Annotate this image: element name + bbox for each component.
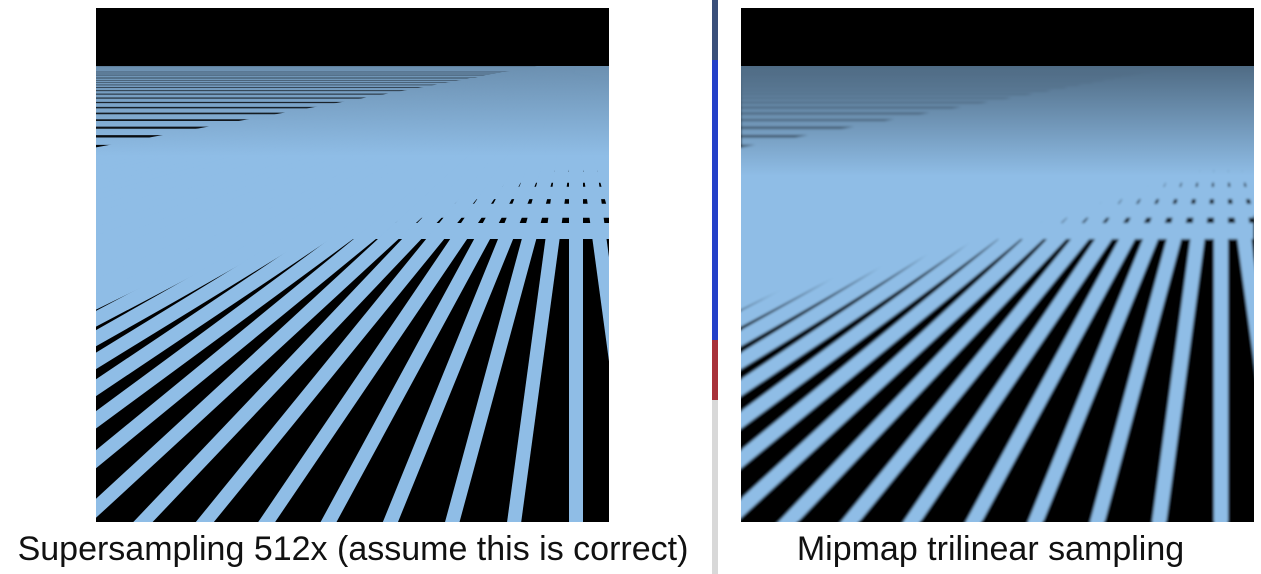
mipmap-grid-floor [741,8,1254,522]
divider-strip [712,340,718,400]
divider-strip [712,60,718,340]
mipmap-caption: Mipmap trilinear sampling [796,530,1185,568]
window-edge-divider [712,0,718,574]
supersampling-grid-floor [96,8,609,522]
supersampling-render-image [96,8,609,522]
supersampling-caption: Supersampling 512x (assume this is corre… [17,530,689,568]
divider-strip [712,400,718,574]
mipmap-trilinear-render-image [741,8,1254,522]
divider-strip [712,0,718,60]
